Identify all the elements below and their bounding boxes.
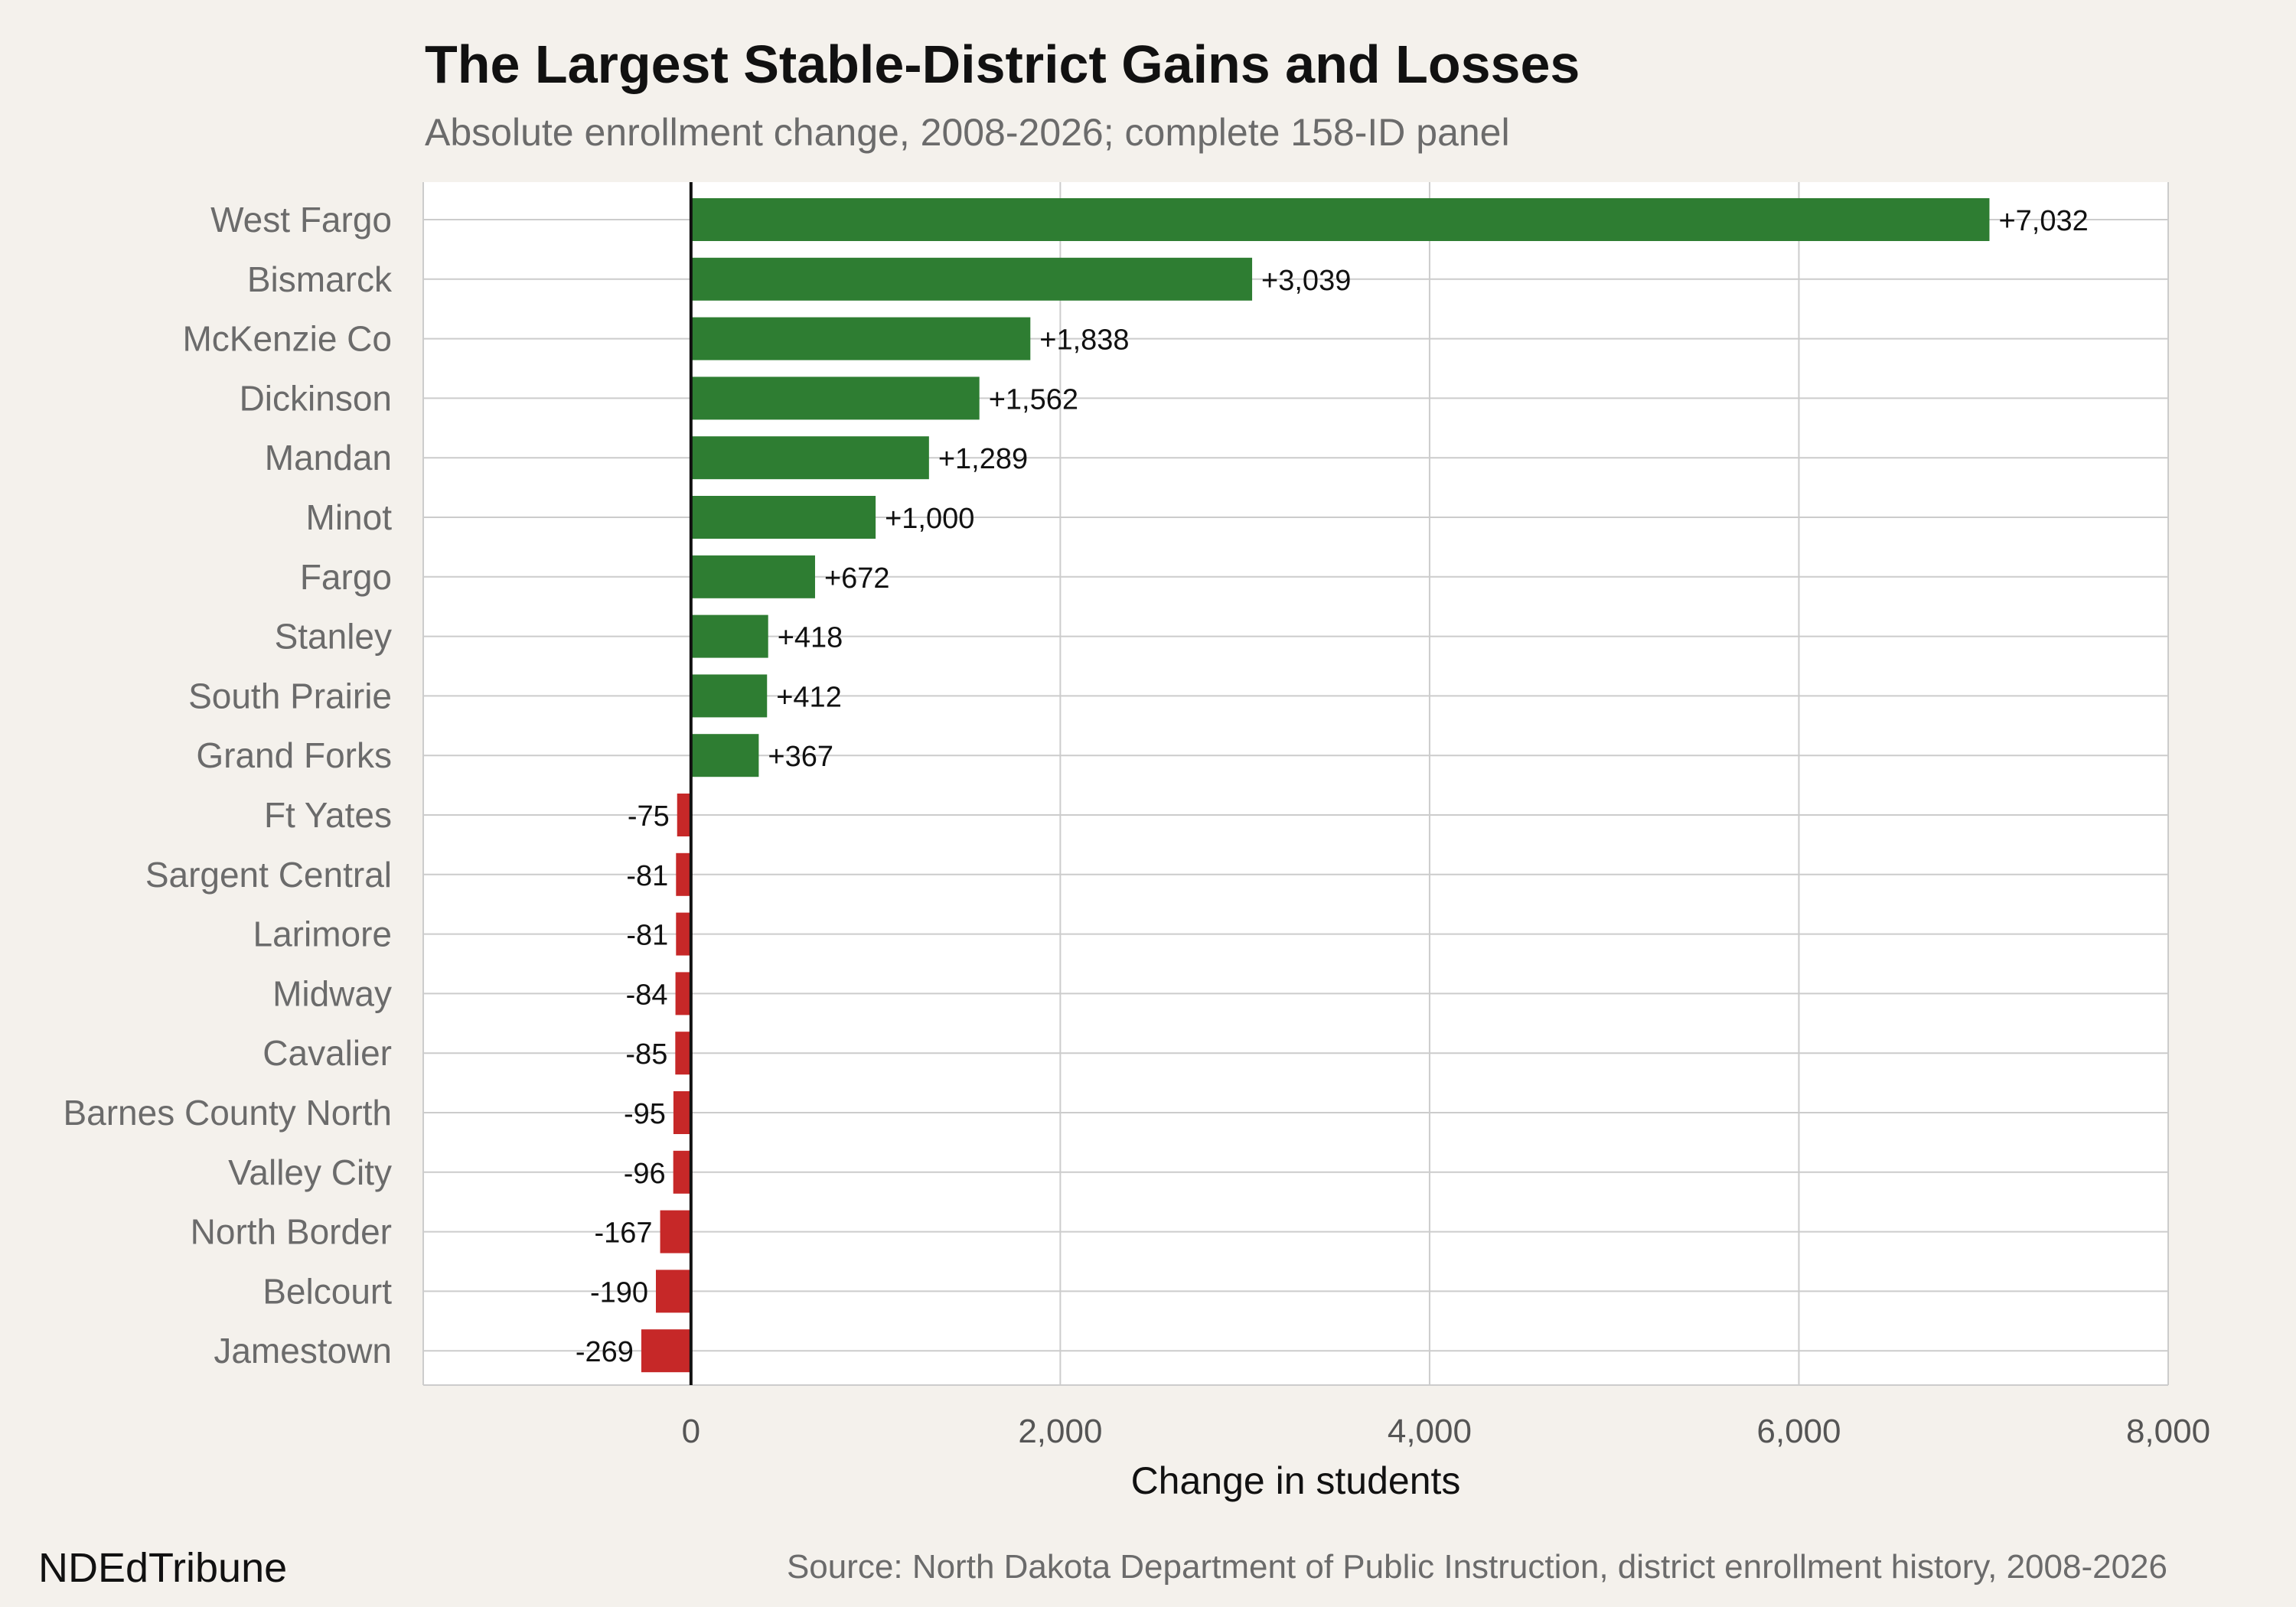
bar-value-label: -95 — [624, 1098, 666, 1130]
category-label: Cavalier — [263, 1033, 392, 1073]
category-label: Minot — [306, 497, 393, 537]
category-label: Jamestown — [214, 1331, 392, 1371]
bar — [673, 1091, 691, 1134]
x-tick-labels: 0 2,000 4,000 6,000 8,000 — [682, 1413, 2210, 1450]
category-label: Dickinson — [240, 378, 392, 418]
bar — [660, 1210, 691, 1253]
category-label: Mandan — [265, 438, 392, 478]
category-label: Midway — [272, 973, 392, 1013]
bar — [677, 794, 691, 836]
bar-value-label: -269 — [576, 1336, 634, 1368]
category-label: Ft Yates — [264, 795, 392, 835]
category-label: McKenzie Co — [182, 319, 392, 359]
bar-value-label: +412 — [776, 681, 842, 713]
bar — [676, 852, 691, 896]
category-label: Stanley — [275, 617, 392, 657]
category-label: Fargo — [300, 557, 392, 597]
bar — [673, 1150, 691, 1194]
bar — [690, 614, 768, 658]
bar — [690, 734, 759, 777]
bar — [676, 912, 691, 956]
x-tick-label: 0 — [682, 1413, 700, 1450]
x-tick-label: 6,000 — [1756, 1413, 1841, 1450]
bars — [641, 198, 1990, 1373]
bar — [690, 198, 1990, 241]
bar — [690, 555, 815, 598]
bar-value-label: -167 — [594, 1217, 652, 1250]
category-label: Belcourt — [263, 1271, 392, 1311]
x-tick-label: 2,000 — [1018, 1413, 1102, 1450]
bar — [675, 1032, 691, 1075]
x-axis-title: Change in students — [1131, 1459, 1461, 1502]
bar-value-label: +367 — [768, 741, 833, 773]
bar-value-label: +3,039 — [1261, 265, 1351, 297]
value-labels: +7,032 +3,039 +1,838 +1,562 +1,289 +1,000 +672… — [576, 205, 2089, 1368]
category-label: Sargent Central — [145, 855, 392, 895]
plot-area — [423, 182, 2168, 1385]
bar-value-label: +1,838 — [1039, 324, 1129, 357]
bar-value-label: -84 — [626, 979, 668, 1011]
category-label: Bismarck — [247, 259, 393, 299]
bar-value-label: +1,562 — [989, 383, 1078, 416]
chart-subtitle: Absolute enrollment change, 2008-2026; c… — [425, 111, 1510, 154]
bar — [690, 257, 1253, 301]
bar-value-label: -81 — [626, 920, 668, 952]
bar-value-label: +1,289 — [938, 443, 1028, 475]
bar-value-label: +7,032 — [1998, 205, 2088, 237]
category-labels: West Fargo Bismarck McKenzie Co Dickinson Ma… — [63, 200, 393, 1371]
category-label: West Fargo — [210, 200, 392, 240]
bar-value-label: -81 — [626, 860, 668, 892]
chart-title: The Largest Stable-District Gains and Lo… — [425, 34, 1580, 94]
bar — [690, 674, 768, 718]
bar — [675, 972, 691, 1015]
category-label: Grand Forks — [196, 735, 392, 775]
bar-value-label: +1,000 — [885, 503, 974, 535]
bar — [690, 496, 876, 539]
category-label: South Prairie — [188, 676, 392, 715]
bar — [690, 317, 1031, 360]
x-tick-label: 4,000 — [1388, 1413, 1472, 1450]
bar-value-label: -85 — [625, 1038, 667, 1071]
x-tick-label: 8,000 — [2126, 1413, 2210, 1450]
bar — [690, 436, 929, 480]
category-label: Barnes County North — [63, 1093, 392, 1133]
brand-name: NDEdTribune — [38, 1545, 287, 1591]
bar-value-label: +672 — [824, 562, 890, 595]
bar-value-label: -190 — [590, 1276, 648, 1309]
category-label: Larimore — [253, 914, 392, 954]
bar — [656, 1270, 691, 1313]
source-note: Source: North Dakota Department of Publi… — [787, 1548, 2167, 1586]
bar-value-label: -96 — [624, 1158, 666, 1190]
bar-value-label: -75 — [628, 800, 670, 833]
bar-value-label: +418 — [778, 622, 843, 654]
bar — [690, 376, 980, 420]
category-label: Valley City — [228, 1152, 392, 1192]
bar — [641, 1329, 691, 1373]
category-label: North Border — [191, 1212, 392, 1252]
